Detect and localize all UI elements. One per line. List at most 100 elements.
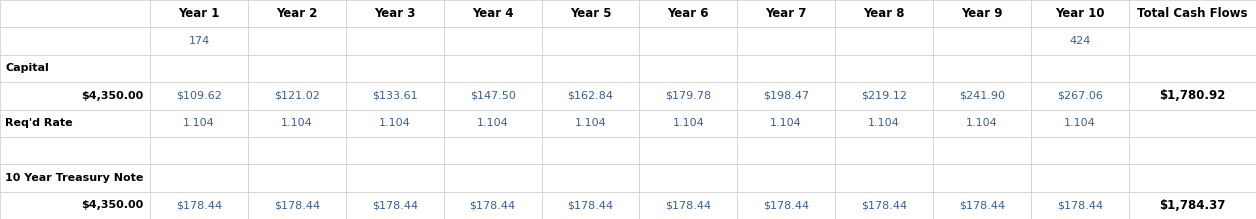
- Text: 1.104: 1.104: [281, 118, 313, 128]
- Bar: [0, 164, 151, 192]
- Text: Year 8: Year 8: [863, 7, 904, 20]
- Bar: [737, 0, 835, 27]
- Text: $267.06: $267.06: [1056, 91, 1103, 101]
- Text: Year 2: Year 2: [276, 7, 318, 20]
- Bar: [541, 164, 639, 192]
- Bar: [737, 27, 835, 55]
- Bar: [639, 192, 737, 219]
- Bar: [835, 27, 933, 55]
- Text: 10 Year Treasury Note: 10 Year Treasury Note: [5, 173, 143, 183]
- Bar: [1031, 55, 1129, 82]
- Bar: [541, 55, 639, 82]
- Bar: [247, 82, 345, 110]
- Bar: [443, 164, 541, 192]
- Bar: [247, 0, 345, 27]
- Bar: [639, 164, 737, 192]
- Text: Year 1: Year 1: [178, 7, 220, 20]
- Text: Year 6: Year 6: [668, 7, 710, 20]
- Text: 1.104: 1.104: [672, 118, 705, 128]
- Bar: [1031, 137, 1129, 164]
- Bar: [151, 27, 247, 55]
- Bar: [835, 137, 933, 164]
- Bar: [639, 0, 737, 27]
- Bar: [933, 137, 1031, 164]
- Text: $178.44: $178.44: [1056, 200, 1103, 210]
- Bar: [933, 110, 1031, 137]
- Bar: [933, 164, 1031, 192]
- Bar: [247, 164, 345, 192]
- Bar: [345, 27, 443, 55]
- Bar: [737, 55, 835, 82]
- Text: 1.104: 1.104: [770, 118, 803, 128]
- Text: $4,350.00: $4,350.00: [82, 200, 144, 210]
- Text: Year 5: Year 5: [570, 7, 612, 20]
- Bar: [835, 0, 933, 27]
- Text: $179.78: $179.78: [666, 91, 711, 101]
- Bar: [737, 137, 835, 164]
- Bar: [0, 110, 151, 137]
- Bar: [443, 0, 541, 27]
- Bar: [1129, 55, 1256, 82]
- Text: $178.44: $178.44: [958, 200, 1005, 210]
- Bar: [933, 27, 1031, 55]
- Bar: [0, 55, 151, 82]
- Bar: [1031, 82, 1129, 110]
- Bar: [443, 55, 541, 82]
- Bar: [541, 192, 639, 219]
- Text: $178.44: $178.44: [764, 200, 809, 210]
- Bar: [1129, 192, 1256, 219]
- Bar: [247, 110, 345, 137]
- Text: $178.44: $178.44: [470, 200, 516, 210]
- Bar: [1031, 110, 1129, 137]
- Text: Year 10: Year 10: [1055, 7, 1104, 20]
- Bar: [247, 137, 345, 164]
- Bar: [443, 82, 541, 110]
- Bar: [1129, 164, 1256, 192]
- Text: $4,350.00: $4,350.00: [82, 91, 144, 101]
- Bar: [1129, 0, 1256, 27]
- Text: $162.84: $162.84: [568, 91, 613, 101]
- Bar: [443, 137, 541, 164]
- Bar: [247, 55, 345, 82]
- Bar: [1129, 82, 1256, 110]
- Bar: [541, 27, 639, 55]
- Bar: [0, 82, 151, 110]
- Text: 1.104: 1.104: [574, 118, 607, 128]
- Text: $178.44: $178.44: [860, 200, 907, 210]
- Bar: [639, 82, 737, 110]
- Bar: [541, 137, 639, 164]
- Text: Year 7: Year 7: [765, 7, 806, 20]
- Bar: [345, 192, 443, 219]
- Bar: [151, 82, 247, 110]
- Bar: [151, 0, 247, 27]
- Bar: [1031, 192, 1129, 219]
- Bar: [835, 192, 933, 219]
- Text: 174: 174: [188, 36, 210, 46]
- Bar: [345, 82, 443, 110]
- Bar: [0, 0, 151, 27]
- Text: $241.90: $241.90: [958, 91, 1005, 101]
- Text: $109.62: $109.62: [176, 91, 222, 101]
- Text: $1,784.37: $1,784.37: [1159, 199, 1226, 212]
- Bar: [345, 110, 443, 137]
- Text: 1.104: 1.104: [379, 118, 411, 128]
- Text: $178.44: $178.44: [666, 200, 711, 210]
- Bar: [345, 164, 443, 192]
- Bar: [835, 164, 933, 192]
- Bar: [737, 82, 835, 110]
- Bar: [835, 82, 933, 110]
- Text: 1.104: 1.104: [868, 118, 899, 128]
- Bar: [835, 110, 933, 137]
- Text: $121.02: $121.02: [274, 91, 320, 101]
- Bar: [345, 137, 443, 164]
- Text: Year 3: Year 3: [374, 7, 416, 20]
- Text: Req'd Rate: Req'd Rate: [5, 118, 73, 128]
- Text: 1.104: 1.104: [477, 118, 509, 128]
- Text: $178.44: $178.44: [176, 200, 222, 210]
- Bar: [151, 137, 247, 164]
- Bar: [0, 27, 151, 55]
- Bar: [151, 192, 247, 219]
- Text: $133.61: $133.61: [372, 91, 417, 101]
- Bar: [639, 137, 737, 164]
- Text: $178.44: $178.44: [372, 200, 418, 210]
